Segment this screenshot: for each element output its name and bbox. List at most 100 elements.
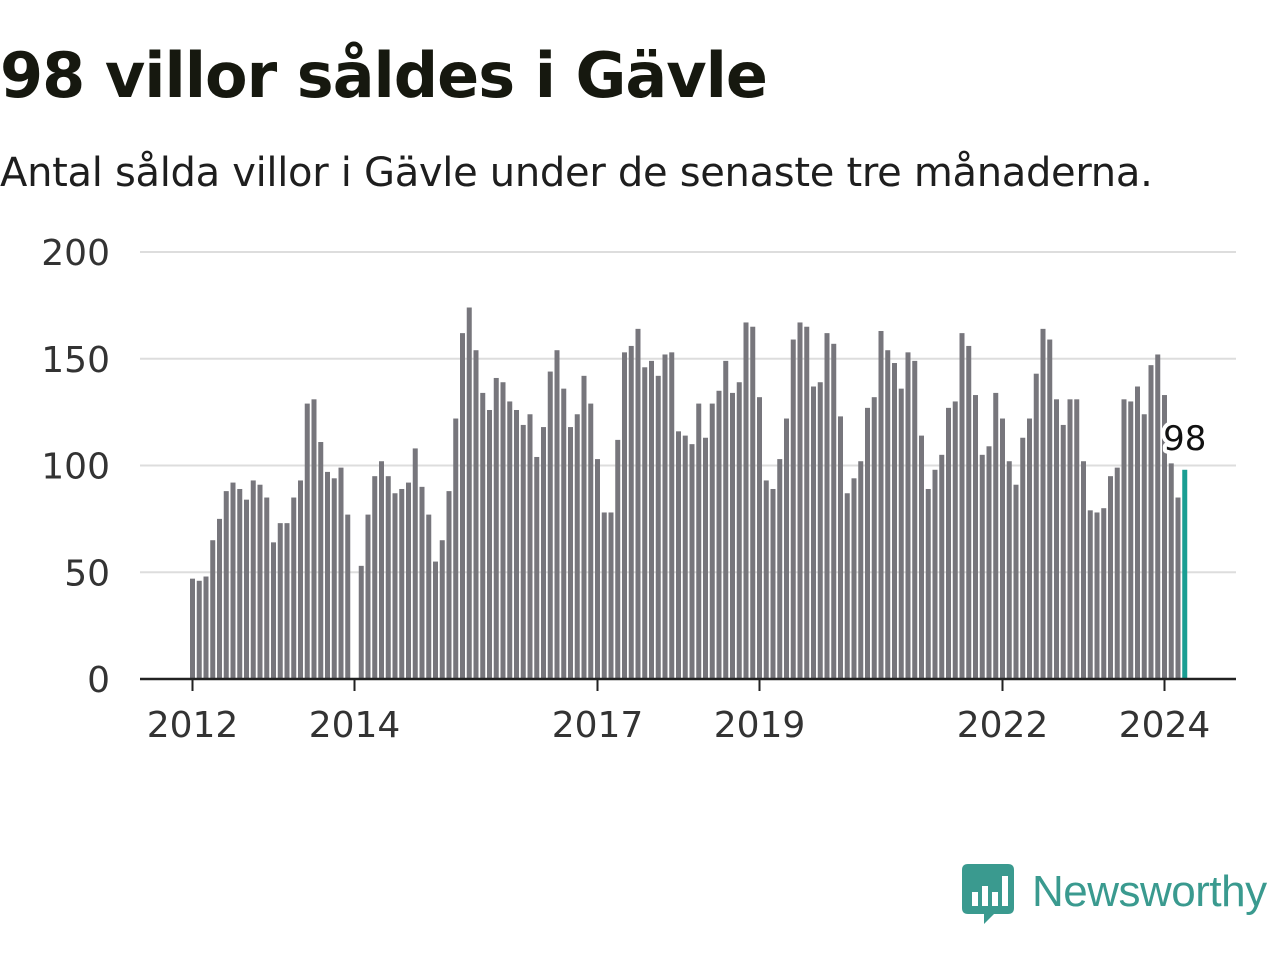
bar — [419, 486, 425, 679]
x-tick-label: 2019 — [714, 705, 806, 746]
bar — [1141, 414, 1147, 679]
bar — [642, 367, 648, 679]
bar — [399, 488, 405, 679]
bar — [959, 333, 965, 679]
bar — [952, 401, 958, 679]
bar — [885, 350, 891, 679]
bar — [412, 448, 418, 679]
bar — [615, 439, 621, 679]
bar — [264, 497, 270, 679]
bar — [1006, 461, 1012, 679]
bar — [433, 561, 438, 679]
bar — [541, 427, 546, 679]
bar — [358, 565, 364, 679]
bar — [284, 523, 290, 679]
bar — [1175, 497, 1181, 679]
bar — [392, 493, 398, 679]
annotations: 98 — [1159, 415, 1210, 463]
bar — [1148, 365, 1154, 679]
bar — [534, 456, 540, 679]
bar — [649, 360, 654, 679]
bar — [244, 499, 249, 679]
bar — [304, 403, 310, 679]
bar — [763, 480, 769, 679]
x-tick-label: 2022 — [957, 705, 1049, 746]
y-tick-label: 100 — [41, 447, 110, 488]
bar — [514, 409, 519, 679]
bar — [190, 578, 195, 679]
bar — [1020, 437, 1026, 679]
bar — [1054, 399, 1059, 679]
bar — [331, 478, 337, 679]
bar — [601, 512, 607, 679]
bar — [682, 435, 688, 679]
y-tick-label: 50 — [64, 553, 110, 594]
bar — [878, 330, 884, 679]
y-axis-ticks: 0 50 100 150 200 — [41, 233, 110, 701]
bar — [1000, 418, 1005, 679]
bar — [372, 476, 378, 679]
bar — [736, 382, 742, 679]
bar — [946, 407, 951, 679]
bar — [628, 345, 634, 679]
bar — [1114, 467, 1120, 679]
bar — [1013, 484, 1019, 679]
x-tick-label: 2017 — [552, 705, 644, 746]
bar — [1081, 461, 1086, 679]
bar — [858, 461, 864, 679]
bar — [1087, 510, 1093, 679]
bar — [230, 482, 236, 679]
bar — [547, 371, 553, 679]
bar — [797, 322, 803, 679]
highlight-bar — [1182, 469, 1188, 679]
value-annotation: 98 — [1163, 419, 1206, 459]
bar — [446, 491, 452, 679]
x-axis: 2012 2014 2017 2019 2022 2024 — [140, 677, 1236, 746]
bar — [1135, 386, 1140, 679]
bar — [365, 514, 371, 679]
bar — [1101, 508, 1107, 679]
bar — [851, 478, 857, 679]
bar — [325, 471, 330, 679]
bar — [237, 488, 243, 679]
bar — [298, 480, 303, 679]
bar — [655, 375, 661, 679]
bar — [993, 392, 999, 679]
bar — [223, 491, 229, 679]
bar — [379, 461, 384, 679]
bar — [784, 418, 789, 679]
y-tick-label: 0 — [87, 660, 110, 701]
bar — [966, 345, 972, 679]
y-tick-label: 200 — [41, 233, 110, 274]
bar — [898, 388, 904, 679]
bar — [817, 382, 823, 679]
bar — [1074, 399, 1080, 679]
bar — [473, 350, 479, 679]
bar — [811, 386, 816, 679]
bar — [318, 442, 324, 679]
bar — [703, 437, 708, 679]
bar — [257, 484, 263, 679]
logo-wordmark: Newsworthy — [1032, 867, 1267, 916]
bar — [277, 523, 283, 679]
bar — [932, 469, 938, 679]
bar — [831, 343, 837, 679]
bar — [561, 388, 567, 679]
bar — [1108, 476, 1113, 679]
bar — [203, 576, 209, 679]
bar — [865, 407, 870, 679]
bar — [345, 514, 351, 679]
bar — [716, 390, 722, 679]
bar — [217, 518, 222, 679]
bar — [500, 382, 506, 679]
bar — [271, 542, 276, 679]
bar — [986, 446, 992, 679]
bar — [1060, 424, 1066, 679]
bar — [622, 352, 627, 679]
bar — [291, 497, 297, 679]
bar — [750, 326, 756, 679]
bar — [487, 409, 492, 679]
bar — [662, 354, 668, 679]
bar — [520, 424, 526, 679]
